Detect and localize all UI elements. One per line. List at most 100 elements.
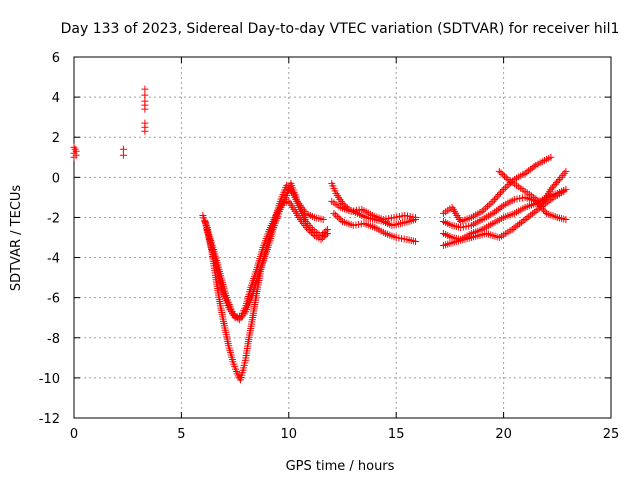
data-point	[547, 185, 555, 193]
data-point	[562, 215, 570, 223]
data-point	[322, 231, 330, 239]
data-point	[494, 205, 502, 213]
data-point	[232, 313, 240, 321]
data-point	[141, 127, 149, 135]
data-point	[141, 91, 149, 99]
data-point	[491, 208, 499, 216]
data-point	[547, 153, 555, 161]
y-tick-label: -4	[47, 252, 60, 267]
data-point	[560, 187, 568, 195]
data-point	[498, 203, 506, 211]
data-point	[523, 168, 531, 176]
series-5	[330, 209, 420, 246]
data-point	[551, 180, 559, 188]
data-point	[141, 105, 149, 113]
data-point	[323, 229, 331, 237]
series-7	[439, 153, 555, 225]
data-point	[502, 174, 510, 182]
data-point	[550, 182, 558, 190]
data-point	[335, 214, 343, 222]
chart-title: Day 133 of 2023, Sidereal Day-to-day VTE…	[61, 21, 620, 37]
y-tick-label: -12	[39, 412, 60, 427]
data-point	[480, 206, 488, 214]
data-point	[72, 147, 80, 155]
data-point	[141, 85, 149, 93]
y-tick-label: 6	[52, 51, 60, 66]
data-point	[119, 145, 127, 153]
data-point	[503, 182, 511, 190]
data-point	[306, 227, 314, 235]
data-point	[319, 215, 327, 223]
data-point	[499, 171, 507, 179]
x-tick-label: 20	[495, 427, 512, 442]
data-point	[482, 204, 490, 212]
data-point	[553, 179, 561, 187]
data-point	[562, 167, 570, 175]
data-point	[490, 196, 498, 204]
data-point	[229, 310, 237, 318]
y-tick-label: -6	[47, 292, 60, 307]
data-point	[493, 192, 501, 200]
data-point	[485, 201, 493, 209]
data-point	[528, 164, 536, 172]
data-point	[492, 207, 500, 215]
data-point	[412, 213, 420, 221]
data-point	[526, 165, 534, 173]
data-point	[320, 232, 328, 240]
data-point	[541, 208, 549, 216]
data-point	[492, 194, 500, 202]
data-point	[495, 167, 503, 175]
series-3	[203, 179, 327, 324]
data-point	[231, 311, 239, 319]
y-tick-label: 2	[52, 131, 60, 146]
y-axis-label: SDTVAR / TECUs	[9, 185, 24, 292]
data-point	[333, 213, 341, 221]
data-points	[70, 85, 570, 384]
data-point	[487, 199, 495, 207]
data-point	[309, 230, 317, 238]
data-point	[340, 201, 348, 209]
data-point	[500, 185, 508, 193]
data-point	[319, 234, 327, 242]
data-point	[501, 184, 509, 192]
data-point	[483, 202, 491, 210]
y-tick-label: 0	[52, 171, 60, 186]
data-point	[332, 211, 340, 219]
data-point	[554, 177, 562, 185]
x-tick-label: 10	[281, 427, 298, 442]
data-point	[304, 225, 312, 233]
y-tick-label: -2	[47, 211, 60, 226]
x-axis-label: GPS time / hours	[286, 459, 395, 474]
x-tick-label: 5	[177, 427, 185, 442]
data-point	[496, 204, 504, 212]
series-0	[70, 85, 149, 161]
data-point	[412, 238, 420, 246]
series-6	[328, 197, 420, 223]
data-point	[530, 163, 538, 171]
y-tick-label: -8	[47, 332, 60, 347]
grid	[74, 57, 611, 418]
x-tick-label: 0	[70, 427, 78, 442]
data-point	[495, 191, 503, 199]
y-tick-label: -10	[39, 372, 60, 387]
data-point	[498, 187, 506, 195]
data-point	[119, 151, 127, 159]
x-tick-label: 15	[388, 427, 405, 442]
data-point	[497, 189, 505, 197]
plot-frame	[73, 56, 612, 419]
data-point	[521, 169, 529, 177]
y-tick-label: 4	[52, 91, 60, 106]
data-point	[234, 314, 242, 322]
data-point	[489, 197, 497, 205]
data-point	[307, 228, 315, 236]
series-11	[439, 187, 568, 250]
data-point	[330, 209, 338, 217]
data-point	[548, 184, 556, 192]
y-axis: -12 -10 -8 -6 -4 -2 0 2 4 6	[39, 51, 611, 427]
data-point	[317, 236, 325, 244]
data-point	[497, 169, 505, 177]
x-axis: 0 5 10 15 20 25	[70, 57, 619, 442]
data-point	[525, 167, 533, 175]
x-tick-label: 25	[603, 427, 620, 442]
